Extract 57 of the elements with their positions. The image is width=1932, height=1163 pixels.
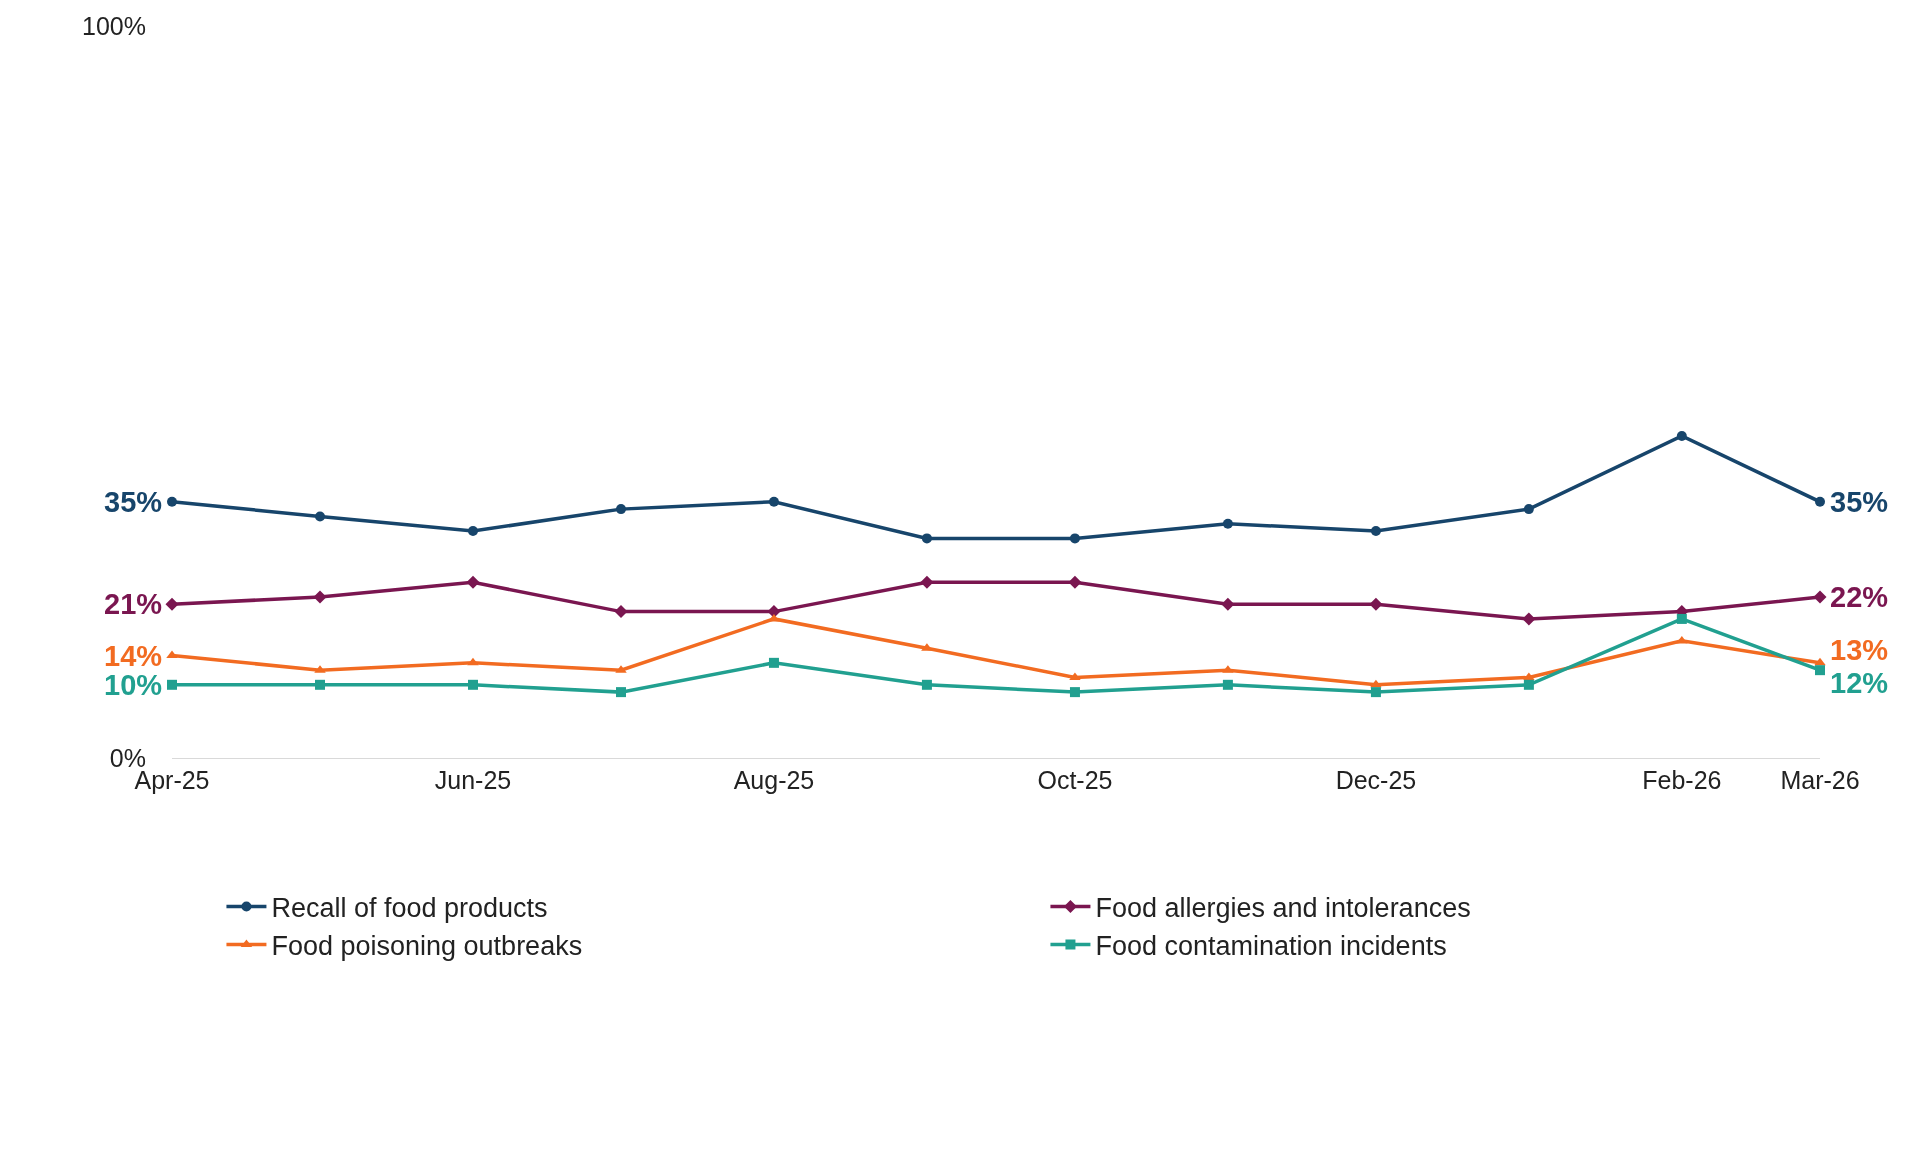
data-label: 35% — [1830, 486, 1889, 518]
x-tick-label: Jun-25 — [434, 766, 512, 794]
point — [920, 575, 934, 589]
point — [467, 526, 478, 537]
point — [921, 679, 932, 690]
point — [616, 504, 627, 515]
x-tick-label: Dec-25 — [1335, 766, 1417, 794]
point — [1676, 430, 1687, 441]
data-label: 21% — [104, 588, 163, 620]
point — [1222, 518, 1233, 529]
data-label: 22% — [1830, 581, 1889, 613]
point — [1069, 687, 1080, 698]
point — [1221, 597, 1235, 611]
point — [467, 679, 478, 690]
legend-label: Food poisoning outbreaks — [271, 931, 583, 962]
point — [166, 650, 178, 659]
point — [1523, 504, 1534, 515]
data-label: 12% — [1830, 667, 1889, 699]
point — [466, 575, 480, 589]
point — [1069, 533, 1080, 544]
point — [1523, 679, 1534, 690]
point — [1813, 590, 1827, 604]
x-tick-label: Aug-25 — [733, 766, 815, 794]
data-label: 35% — [104, 486, 163, 518]
point — [1522, 612, 1536, 626]
legend-label: Food allergies and intolerances — [1095, 893, 1471, 924]
point — [1814, 657, 1826, 666]
data-label: 10% — [104, 669, 163, 701]
legend-label: Food contamination incidents — [1095, 931, 1447, 962]
y-tick-label: 100% — [82, 11, 146, 40]
point — [1815, 665, 1825, 676]
x-tick-label: Feb-26 — [1642, 766, 1722, 794]
x-tick-label: Mar-26 — [1780, 766, 1860, 794]
point — [1370, 679, 1382, 688]
point — [614, 605, 628, 619]
point — [1068, 575, 1082, 589]
point — [768, 496, 779, 507]
point — [1370, 526, 1381, 537]
data-label: 13% — [1830, 634, 1889, 666]
point — [768, 657, 779, 668]
point — [921, 533, 932, 544]
legend-label: Recall of food products — [271, 893, 548, 924]
point — [313, 590, 327, 604]
point — [616, 687, 627, 698]
point — [1815, 496, 1825, 507]
point — [165, 597, 179, 611]
point — [167, 496, 177, 507]
point — [467, 657, 479, 666]
data-label: 14% — [104, 640, 163, 672]
point — [1676, 613, 1687, 624]
x-tick-label: Oct-25 — [1037, 766, 1113, 794]
point — [167, 679, 177, 690]
point — [1222, 679, 1233, 690]
point — [315, 679, 326, 690]
point — [1370, 687, 1381, 698]
point — [315, 511, 326, 522]
point — [1369, 597, 1383, 611]
